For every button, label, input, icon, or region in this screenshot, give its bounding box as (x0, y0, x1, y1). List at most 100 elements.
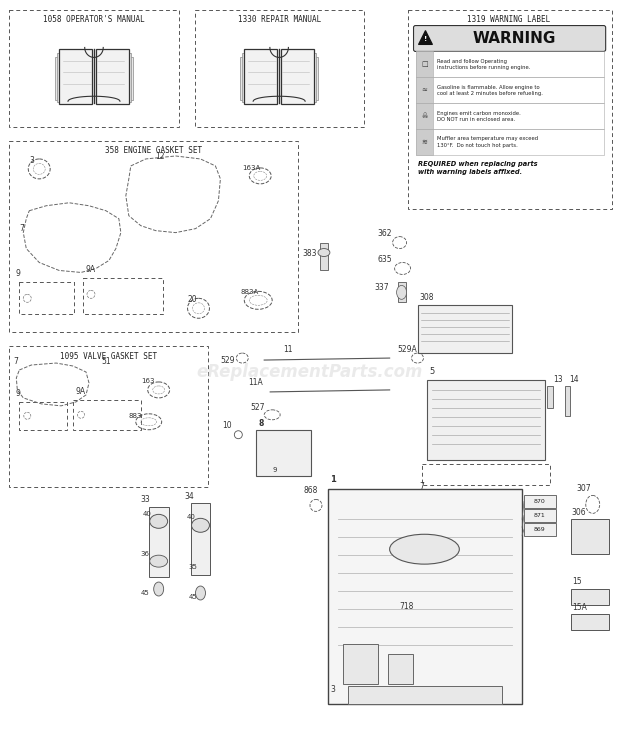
Text: 383: 383 (302, 248, 317, 257)
Bar (415, 77, 433, 103)
Text: 45: 45 (141, 590, 149, 596)
Bar (242, 54, 275, 102)
Text: 307: 307 (577, 484, 591, 493)
Text: 718: 718 (400, 602, 414, 611)
Bar (427, 380, 545, 460)
Text: 871: 871 (534, 513, 546, 519)
Polygon shape (418, 31, 432, 45)
Text: 10: 10 (223, 421, 232, 430)
Text: 9: 9 (16, 269, 20, 278)
Bar (320, 243, 328, 271)
Text: ☠: ☠ (422, 113, 428, 119)
Text: 9A: 9A (85, 266, 95, 275)
Text: Muffler area temperature may exceed
130°F.  Do not touch hot parts.: Muffler area temperature may exceed 130°… (438, 136, 539, 147)
Bar (9, 141, 298, 332)
Bar (415, 129, 433, 155)
FancyBboxPatch shape (414, 25, 606, 51)
Text: 45: 45 (188, 594, 197, 600)
Bar (281, 54, 316, 102)
Text: 527: 527 (250, 403, 265, 412)
Bar (190, 504, 210, 575)
Ellipse shape (397, 286, 407, 299)
Bar (328, 490, 522, 704)
Text: 9: 9 (16, 389, 20, 398)
Bar (256, 430, 311, 475)
Text: 9A: 9A (75, 387, 85, 396)
Text: 1058 OPERATOR'S MANUAL: 1058 OPERATOR'S MANUAL (43, 15, 145, 24)
Text: Gasoline is flammable. Allow engine to
cool at least 2 minutes before refueling.: Gasoline is flammable. Allow engine to c… (438, 85, 543, 96)
Bar (415, 51, 433, 77)
Bar (407, 10, 612, 209)
Bar (73, 400, 141, 430)
Bar (9, 10, 179, 127)
Ellipse shape (195, 586, 205, 600)
Text: 8: 8 (259, 419, 263, 428)
Text: 20: 20 (188, 295, 197, 304)
Bar (417, 305, 512, 353)
Text: 15: 15 (572, 577, 582, 586)
Bar (19, 283, 74, 314)
Bar (9, 346, 208, 487)
Ellipse shape (318, 248, 330, 257)
Bar (96, 57, 133, 100)
Text: 7: 7 (19, 224, 24, 233)
Bar (415, 103, 433, 129)
Text: 7: 7 (420, 482, 424, 492)
Text: 870: 870 (534, 499, 546, 504)
Bar (343, 644, 378, 684)
Bar (422, 464, 550, 486)
Bar (57, 54, 90, 102)
Text: ≋: ≋ (422, 139, 427, 145)
Bar (565, 386, 570, 416)
Bar (281, 57, 318, 100)
Bar (388, 654, 412, 684)
Bar (524, 523, 556, 536)
Bar (96, 54, 131, 102)
Text: 163: 163 (141, 378, 154, 384)
Text: 337: 337 (374, 283, 389, 292)
Bar (281, 49, 314, 104)
Text: 883: 883 (129, 413, 143, 419)
Text: 529A: 529A (397, 345, 417, 354)
Text: 1330 REPAIR MANUAL: 1330 REPAIR MANUAL (237, 15, 321, 24)
Text: 868: 868 (303, 487, 317, 496)
Ellipse shape (389, 534, 459, 564)
Bar (547, 386, 553, 408)
Bar (415, 77, 604, 103)
Text: 529: 529 (220, 356, 235, 365)
Bar (96, 49, 129, 104)
Text: 36: 36 (141, 551, 150, 557)
Text: 883A: 883A (241, 289, 259, 295)
Bar (571, 519, 609, 554)
Bar (415, 129, 604, 155)
Text: WARNING: WARNING (472, 31, 556, 46)
Text: □: □ (421, 62, 428, 68)
Text: Engines emit carbon monoxide.
DO NOT run in enclosed area.: Engines emit carbon monoxide. DO NOT run… (438, 111, 521, 122)
Text: 9: 9 (272, 466, 277, 472)
Text: Read and follow Operating
instructions before running engine.: Read and follow Operating instructions b… (438, 59, 531, 70)
Text: 35: 35 (188, 564, 197, 570)
Text: 34: 34 (185, 493, 194, 501)
Ellipse shape (149, 514, 167, 528)
Text: 362: 362 (378, 228, 392, 237)
Text: 869: 869 (534, 527, 546, 532)
Text: 1319 WARNING LABEL: 1319 WARNING LABEL (467, 15, 551, 24)
Bar (264, 436, 303, 467)
Text: 40: 40 (187, 514, 195, 520)
Text: 15A: 15A (572, 603, 587, 612)
Text: 3: 3 (330, 684, 335, 693)
Bar (195, 10, 364, 127)
Text: 40: 40 (143, 511, 152, 517)
Bar (524, 510, 556, 522)
Bar (415, 103, 604, 129)
Bar (524, 496, 556, 508)
Ellipse shape (154, 582, 164, 596)
Text: 635: 635 (378, 255, 392, 265)
Text: eReplacementParts.com: eReplacementParts.com (197, 363, 423, 381)
Text: 11: 11 (283, 345, 293, 354)
Bar (19, 402, 67, 430)
Bar (149, 507, 169, 577)
Bar (83, 278, 162, 314)
Bar (397, 283, 405, 302)
Text: 11A: 11A (248, 378, 263, 387)
